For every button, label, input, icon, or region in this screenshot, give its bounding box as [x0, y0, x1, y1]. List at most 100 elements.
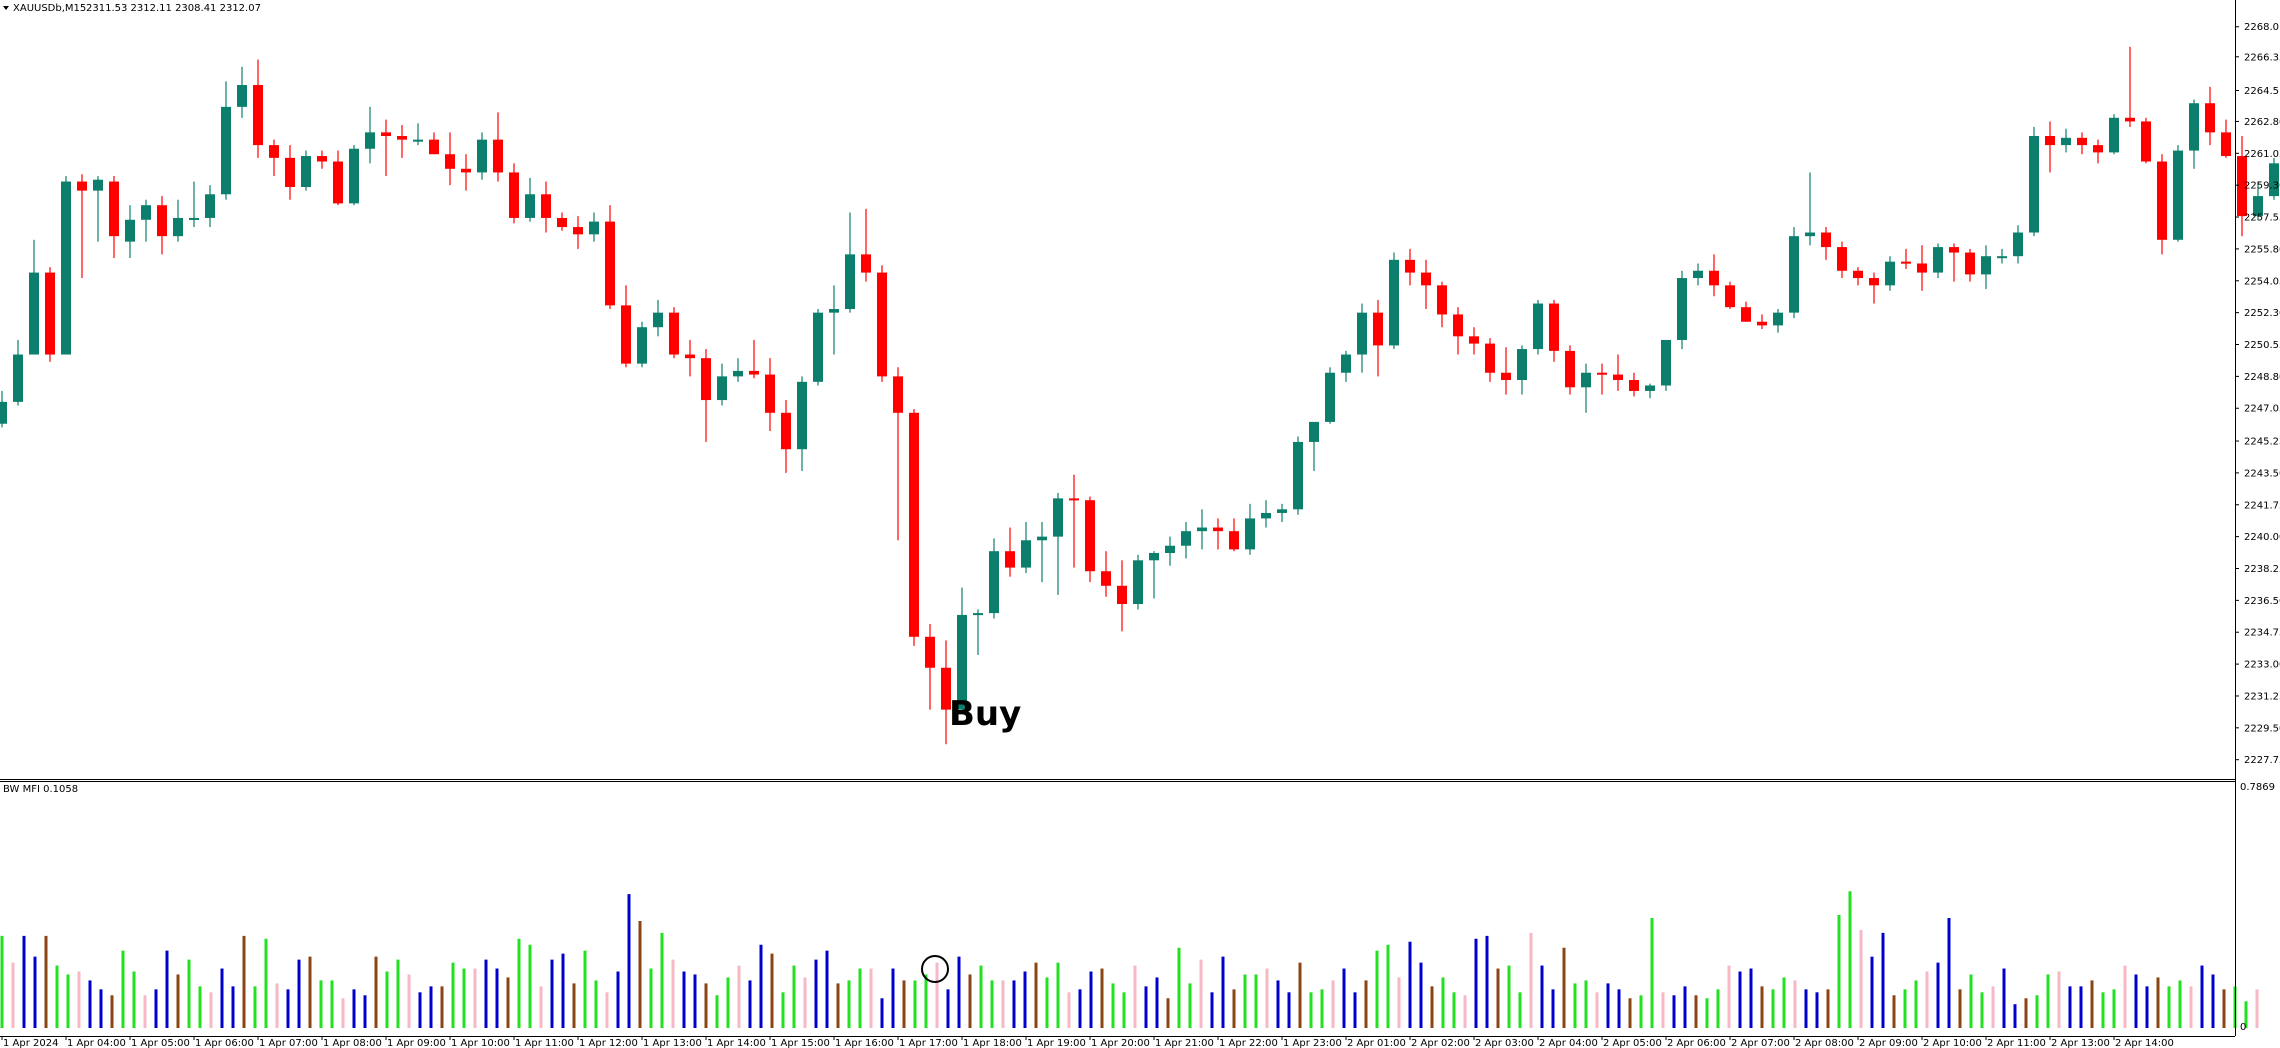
candle[interactable] — [237, 66, 247, 118]
candle[interactable] — [1053, 492, 1063, 595]
candle[interactable] — [1245, 503, 1255, 555]
candle[interactable] — [557, 212, 567, 231]
candle[interactable] — [1453, 307, 1463, 355]
candle[interactable] — [1533, 299, 1543, 355]
candle[interactable] — [1837, 241, 1847, 279]
candle[interactable] — [2157, 154, 2167, 255]
candle[interactable] — [173, 199, 183, 242]
candle[interactable] — [1821, 227, 1831, 260]
candle[interactable] — [685, 339, 695, 377]
candle[interactable] — [1597, 363, 1607, 395]
candle[interactable] — [2141, 117, 2151, 164]
candle[interactable] — [413, 123, 423, 146]
candle[interactable] — [1917, 245, 1927, 291]
candle[interactable] — [877, 265, 887, 382]
candle[interactable] — [1933, 243, 1943, 279]
chevron-down-icon[interactable] — [3, 6, 9, 10]
candle[interactable] — [621, 285, 631, 368]
candle[interactable] — [333, 150, 343, 206]
candle[interactable] — [2253, 181, 2263, 220]
candle[interactable] — [1629, 372, 1639, 397]
candle[interactable] — [797, 376, 807, 472]
candle[interactable] — [2205, 86, 2215, 146]
candle[interactable] — [2077, 132, 2087, 155]
candle[interactable] — [445, 132, 455, 186]
candle[interactable] — [589, 212, 599, 242]
mfi-pane[interactable] — [0, 891, 2259, 1028]
candle[interactable] — [1181, 522, 1191, 559]
candle[interactable] — [285, 145, 295, 200]
candle[interactable] — [1981, 245, 1991, 289]
candle[interactable] — [365, 106, 375, 164]
candle[interactable] — [1549, 299, 1559, 362]
candle[interactable] — [2221, 119, 2231, 158]
candle[interactable] — [669, 307, 679, 359]
candle[interactable] — [2093, 139, 2103, 164]
candle[interactable] — [541, 181, 551, 233]
candle[interactable] — [141, 199, 151, 242]
candle[interactable] — [381, 119, 391, 177]
candle[interactable] — [1725, 281, 1735, 310]
candle[interactable] — [765, 358, 775, 432]
candle[interactable] — [1197, 509, 1207, 550]
candle[interactable] — [397, 125, 407, 158]
candle[interactable] — [829, 285, 839, 355]
candle[interactable] — [1485, 338, 1495, 382]
candle[interactable] — [925, 624, 935, 710]
candle[interactable] — [2061, 128, 2071, 153]
candle[interactable] — [61, 176, 71, 355]
candle[interactable] — [717, 363, 727, 406]
candle[interactable] — [221, 81, 231, 200]
candle[interactable] — [29, 239, 39, 355]
candle[interactable] — [1373, 299, 1383, 377]
candle[interactable] — [1773, 309, 1783, 333]
candle[interactable] — [1869, 272, 1879, 304]
candle[interactable] — [253, 59, 263, 158]
candle[interactable] — [1613, 354, 1623, 391]
candle[interactable] — [317, 150, 327, 169]
candle[interactable] — [1501, 347, 1511, 395]
candle[interactable] — [605, 205, 615, 310]
candle[interactable] — [349, 145, 359, 206]
candle[interactable] — [1469, 327, 1479, 355]
candle[interactable] — [1085, 496, 1095, 583]
candle[interactable] — [1117, 560, 1127, 632]
candle[interactable] — [1005, 527, 1015, 577]
candle[interactable] — [1133, 554, 1143, 610]
candle[interactable] — [701, 349, 711, 442]
candle[interactable] — [477, 132, 487, 180]
candle[interactable] — [2045, 121, 2055, 173]
candle[interactable] — [1309, 421, 1319, 472]
candle[interactable] — [525, 177, 535, 222]
candle[interactable] — [1293, 436, 1303, 515]
candle[interactable] — [1421, 259, 1431, 310]
candle[interactable] — [125, 205, 135, 259]
candle[interactable] — [973, 609, 983, 655]
candle[interactable] — [13, 339, 23, 406]
candle[interactable] — [1277, 503, 1287, 523]
candle[interactable] — [989, 538, 999, 619]
candle[interactable] — [0, 390, 7, 428]
candle[interactable] — [157, 196, 167, 255]
candle[interactable] — [1757, 314, 1767, 330]
candle[interactable] — [909, 409, 919, 646]
candle[interactable] — [1741, 301, 1751, 322]
candle[interactable] — [1213, 518, 1223, 550]
candle[interactable] — [1389, 252, 1399, 350]
candle[interactable] — [77, 174, 87, 279]
candle[interactable] — [1341, 350, 1351, 382]
candle[interactable] — [429, 132, 439, 155]
candle[interactable] — [1709, 254, 1719, 297]
candle[interactable] — [2189, 99, 2199, 169]
candle[interactable] — [1261, 500, 1271, 528]
candle[interactable] — [637, 321, 647, 368]
candle[interactable] — [189, 181, 199, 228]
candle[interactable] — [1021, 522, 1031, 574]
candle[interactable] — [1581, 363, 1591, 413]
candle[interactable] — [1357, 303, 1367, 373]
candle[interactable] — [1997, 248, 2007, 264]
candle[interactable] — [493, 112, 503, 182]
candle[interactable] — [2029, 126, 2039, 237]
candle[interactable] — [2109, 114, 2119, 155]
